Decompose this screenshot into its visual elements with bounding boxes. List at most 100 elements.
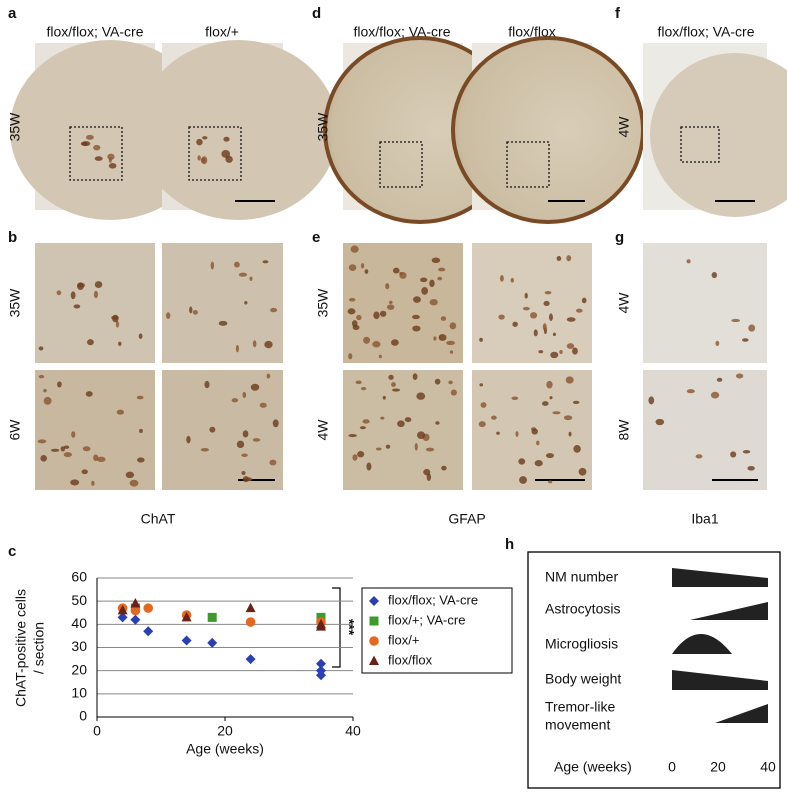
trend-shape [672, 634, 732, 654]
stained-cell [108, 157, 112, 163]
micrograph [643, 370, 767, 490]
stained-cell [716, 377, 723, 382]
stained-cell [530, 312, 538, 319]
stained-cell [429, 298, 438, 306]
stained-cell [93, 144, 101, 151]
stained-cell [73, 304, 81, 309]
stained-cell [566, 317, 576, 322]
panel-letter: h [505, 536, 514, 553]
y-tick-label: 50 [71, 592, 87, 608]
stained-cell [531, 428, 539, 435]
stained-cell [238, 272, 248, 277]
column-label: flox/flox; VA-cre [658, 24, 755, 40]
inset-box [69, 126, 123, 181]
stained-cell [438, 267, 446, 272]
significance-bracket [332, 587, 341, 668]
stained-cell [197, 155, 201, 161]
stained-cell [412, 314, 420, 320]
micrograph [162, 243, 283, 363]
stained-cell [266, 373, 271, 379]
stained-cell [533, 329, 538, 337]
row-label: Microgliosis [545, 636, 618, 652]
micrograph [162, 370, 283, 490]
stained-cell [355, 380, 362, 385]
stained-cell [210, 261, 215, 270]
stained-cell [186, 435, 191, 444]
stained-cell [550, 351, 559, 359]
stained-cell [38, 346, 44, 351]
stained-cell [201, 156, 208, 165]
stained-cell [76, 282, 84, 290]
stained-cell [392, 388, 401, 392]
stained-cell [70, 291, 76, 300]
stained-cell [270, 307, 278, 313]
panel-letter: c [8, 543, 16, 560]
stained-cell [433, 336, 437, 341]
inset-box [188, 126, 242, 181]
stained-cell [446, 340, 455, 346]
stained-cell [534, 460, 543, 467]
marker [181, 635, 192, 646]
stained-cell [559, 350, 563, 354]
stained-cell [412, 325, 421, 332]
stained-cell [522, 306, 530, 311]
trend-shape [672, 568, 768, 587]
marker [130, 614, 141, 625]
tick-label: 40 [760, 759, 776, 775]
stained-cell [563, 415, 573, 421]
stained-cell [512, 321, 518, 327]
micrograph [343, 243, 463, 363]
stained-cell [730, 451, 737, 458]
stained-cell [715, 340, 720, 347]
stained-cell [434, 378, 441, 385]
column-label: flox/flox [508, 24, 555, 40]
stained-cell [515, 431, 519, 437]
row-label: 6W [7, 419, 23, 441]
stained-cell [549, 313, 553, 322]
stained-cell [548, 480, 553, 484]
stained-cell [115, 321, 120, 328]
stained-cell [385, 444, 391, 449]
stained-cell [388, 300, 393, 305]
inset-box [506, 141, 550, 188]
stained-cell [426, 473, 432, 482]
stained-cell [382, 395, 386, 400]
stained-cell [362, 419, 370, 424]
marker [130, 605, 141, 616]
marker [245, 602, 256, 613]
stained-cell [348, 434, 357, 438]
stained-cell [252, 438, 261, 442]
stained-cell [366, 462, 372, 471]
stained-cell [416, 392, 426, 400]
micrograph [343, 370, 463, 490]
stained-cell [552, 411, 561, 415]
stained-cell [259, 402, 267, 408]
stained-cell [262, 260, 269, 264]
stained-cell [686, 259, 691, 264]
stained-cell [138, 333, 143, 339]
stained-cell [71, 431, 76, 438]
stained-cell [572, 347, 578, 355]
row-label: 4W [616, 292, 632, 314]
stained-cell [357, 451, 365, 458]
stained-cell [43, 396, 52, 405]
diagram-frame [527, 551, 781, 789]
stained-cell [94, 156, 103, 161]
row-label: movement [545, 717, 610, 733]
stained-cell [541, 401, 549, 406]
stained-cell [349, 297, 356, 302]
stained-cell [269, 459, 277, 466]
stained-cell [538, 350, 544, 354]
stained-cell [360, 387, 367, 391]
stained-cell [479, 383, 484, 387]
stained-cell [450, 389, 457, 396]
stained-cell [352, 454, 358, 461]
inset-box [680, 126, 720, 163]
stained-cell [549, 396, 553, 400]
marker [245, 654, 256, 665]
stained-cell [242, 476, 250, 483]
micrograph [35, 370, 155, 490]
stained-cell [655, 418, 665, 426]
stained-cell [93, 454, 99, 462]
stained-cell [448, 380, 453, 385]
